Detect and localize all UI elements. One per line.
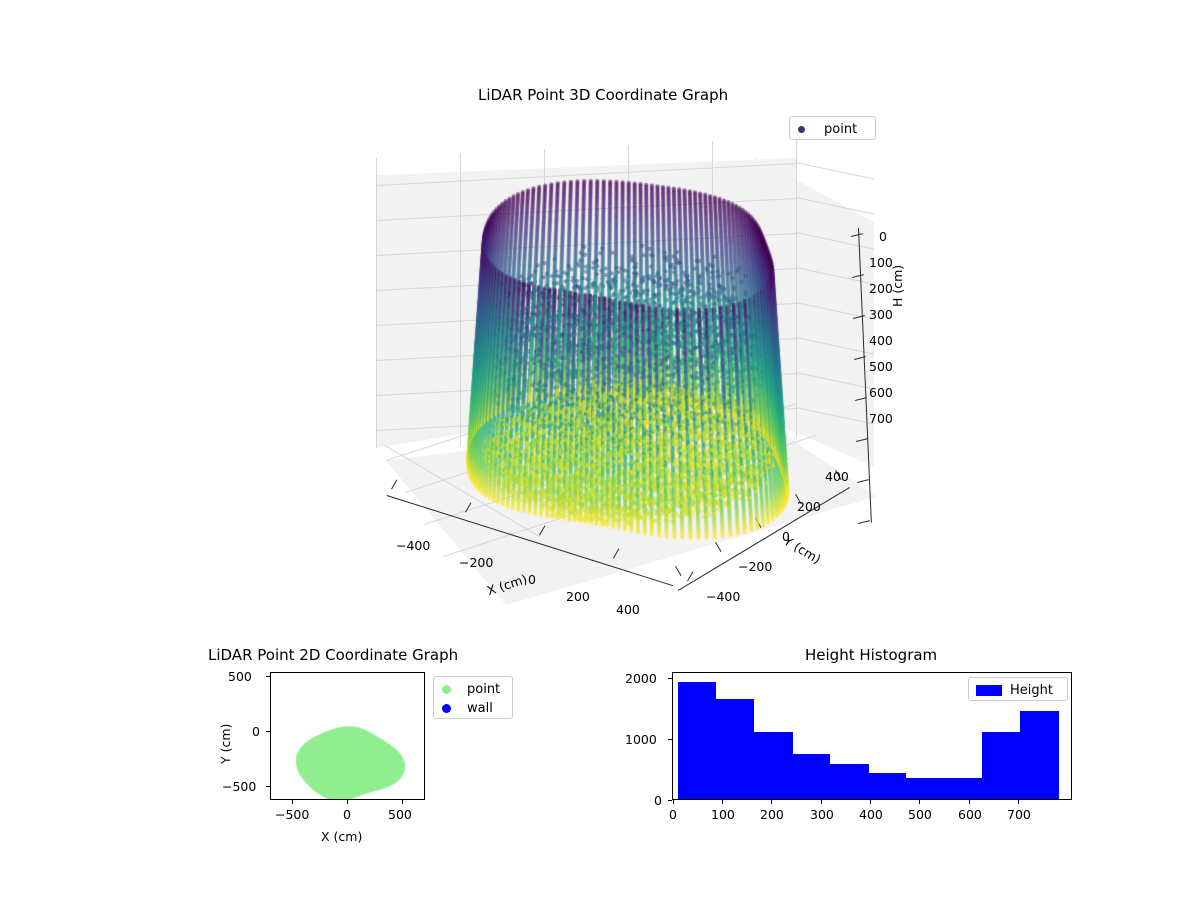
plot2d-y-tick-label: −500	[222, 779, 256, 794]
histogram-x-tick	[969, 800, 970, 804]
legend-marker-point-icon	[798, 126, 805, 133]
z-axis-label: H (cm)	[890, 265, 905, 307]
histogram-y-tick	[668, 800, 672, 801]
histogram-x-tick-label: 100	[711, 807, 735, 822]
plot2d-x-tick	[292, 800, 293, 804]
histogram-bar	[792, 754, 830, 799]
plot2d-title: LiDAR Point 2D Coordinate Graph	[208, 646, 458, 664]
point-cloud-3d	[330, 140, 890, 640]
histogram-x-tick-label: 600	[958, 807, 982, 822]
point-cloud-2d	[271, 673, 425, 800]
y-tick-label: −200	[738, 559, 772, 574]
histogram-x-tick	[771, 800, 772, 804]
histogram-bar	[830, 764, 869, 799]
plot2d-x-tick-label: −500	[275, 807, 309, 822]
x-tick-label: 400	[616, 602, 640, 617]
z-tick-label: 700	[869, 411, 893, 426]
histogram-x-tick-label: 700	[1007, 807, 1031, 822]
legend-item-wall[interactable]: wall	[442, 701, 493, 716]
histogram-bar	[1020, 711, 1059, 799]
plot2d-x-tick-label: 0	[343, 807, 351, 822]
plot2d-x-tick-label: 500	[388, 807, 412, 822]
plot2d-x-tick	[347, 800, 348, 804]
legend-label-point: point	[824, 122, 857, 137]
histogram-legend[interactable]: Height	[968, 677, 1068, 701]
legend-marker-wall-icon	[442, 704, 451, 713]
plot2d-legend[interactable]: point wall	[433, 676, 513, 719]
z-tick-label: 400	[869, 333, 893, 348]
histogram-y-tick-label: 0	[654, 793, 662, 808]
x-tick-label: 0	[528, 572, 536, 587]
histogram-bar	[982, 732, 1021, 799]
matplotlib-figure: LiDAR Point 3D Coordinate Graph	[0, 0, 1200, 900]
histogram-x-tick-label: 500	[908, 807, 932, 822]
plot3d-legend[interactable]: point	[789, 116, 876, 140]
histogram-x-tick	[870, 800, 871, 804]
legend-label-height: Height	[1010, 683, 1053, 698]
z-tick-label: 0	[879, 229, 887, 244]
x-tick-label: −400	[396, 538, 430, 553]
legend-marker-height-icon	[976, 685, 1002, 696]
z-tick-label: 600	[869, 385, 893, 400]
plot2d-y-axis-label: Y (cm)	[218, 724, 233, 764]
plot2d-y-tick-label: 500	[228, 669, 252, 684]
histogram-bar	[906, 778, 945, 799]
plot2d-axes	[270, 672, 425, 800]
y-tick-label: −400	[706, 589, 740, 604]
histogram-y-tick	[668, 739, 672, 740]
histogram-y-tick-label: 2000	[625, 671, 657, 686]
histogram-bar	[868, 773, 906, 799]
histogram-y-tick-label: 1000	[625, 732, 657, 747]
histogram-bar	[716, 699, 754, 799]
histogram-bar	[754, 732, 793, 799]
histogram-bar	[944, 778, 982, 799]
histogram-x-tick-label: 300	[810, 807, 834, 822]
plot2d-x-tick	[402, 800, 403, 804]
z-tick-label: 300	[869, 307, 893, 322]
x-tick-label: −200	[459, 555, 493, 570]
y-tick-label: 400	[825, 469, 849, 484]
plot2d-y-tick	[266, 786, 270, 787]
plot3d-axes	[330, 140, 890, 640]
histogram-x-tick-label: 0	[669, 807, 677, 822]
z-tick-label: 500	[869, 359, 893, 374]
histogram-x-tick	[919, 800, 920, 804]
plot3d-title: LiDAR Point 3D Coordinate Graph	[478, 86, 728, 104]
histogram-x-tick	[673, 800, 674, 804]
legend-label-point: point	[467, 682, 500, 697]
histogram-x-tick-label: 200	[760, 807, 784, 822]
histogram-title: Height Histogram	[805, 646, 937, 664]
histogram-x-tick-label: 400	[859, 807, 883, 822]
legend-item-point[interactable]: point	[798, 122, 857, 137]
histogram-x-tick	[1018, 800, 1019, 804]
plot2d-y-tick-label: 0	[252, 724, 260, 739]
x-tick-label: 200	[566, 589, 590, 604]
legend-item-point[interactable]: point	[442, 682, 500, 697]
histogram-x-tick	[722, 800, 723, 804]
plot2d-x-axis-label: X (cm)	[321, 829, 362, 844]
histogram-x-tick	[821, 800, 822, 804]
histogram-bar	[678, 682, 716, 799]
plot2d-y-tick	[266, 676, 270, 677]
y-tick-label: 200	[797, 499, 821, 514]
histogram-y-tick	[668, 678, 672, 679]
legend-marker-point-icon	[442, 685, 451, 694]
plot2d-y-tick	[266, 731, 270, 732]
legend-item-height[interactable]: Height	[976, 683, 1053, 698]
legend-label-wall: wall	[467, 701, 493, 716]
